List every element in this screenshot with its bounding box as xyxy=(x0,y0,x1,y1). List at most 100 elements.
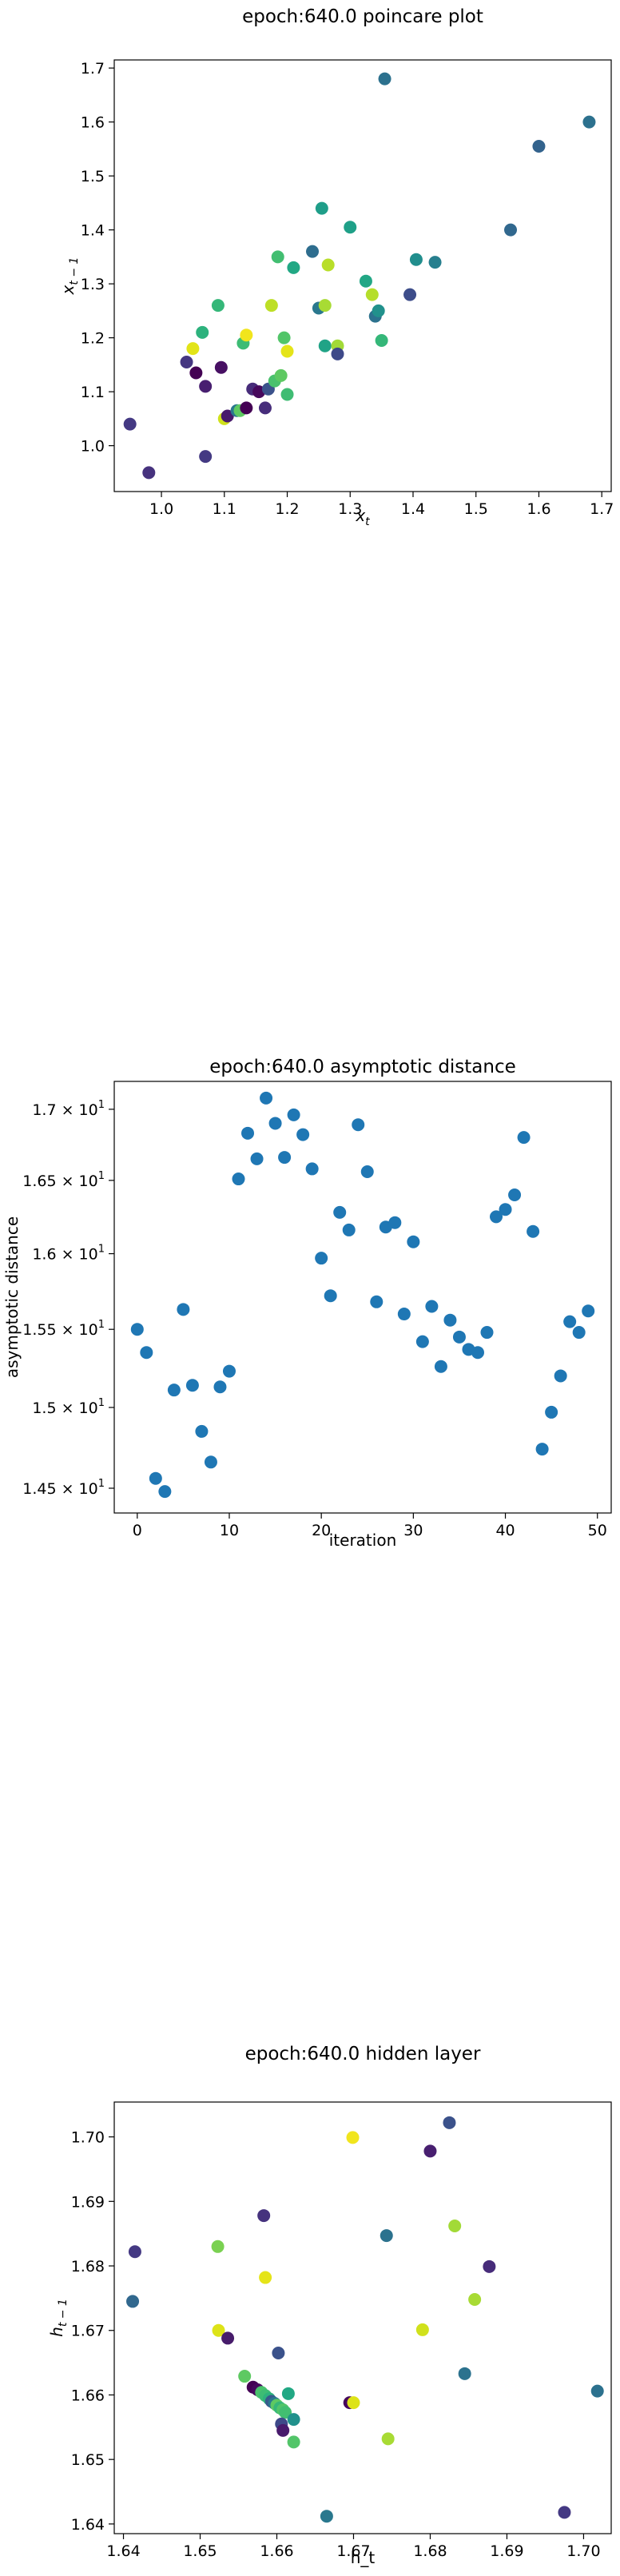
x-tick-label: 1.7 xyxy=(590,500,614,518)
y-tick-mantissa: 1.7 × 10 xyxy=(32,1101,97,1119)
scatter-point xyxy=(360,1165,374,1179)
scatter-point xyxy=(189,366,203,380)
y-tick-label: 1.0 xyxy=(81,438,105,456)
scatter-point xyxy=(180,356,193,368)
y-tick-label: 1.70 xyxy=(71,2129,105,2147)
scatter-point xyxy=(186,342,200,356)
y-tick-label: 1.4 xyxy=(81,222,105,240)
scatter-point xyxy=(140,1346,153,1360)
scatter-point xyxy=(388,1216,402,1229)
x-tick-label: 10 xyxy=(220,1522,239,1539)
scatter-point xyxy=(378,72,391,86)
y-tick-label: 1.7 xyxy=(81,60,105,78)
asymptotic-distance-points xyxy=(130,1091,595,1499)
scatter-point xyxy=(199,450,213,464)
scatter-point xyxy=(213,1380,227,1394)
scatter-point xyxy=(504,223,518,237)
y-tick-label: 1.69 xyxy=(71,2193,105,2211)
scatter-point xyxy=(272,2346,285,2359)
x-tick-label: 30 xyxy=(403,1522,423,1539)
poincare-plot-chart: epoch:640.0 poincare plot 1.0 1.1 1.2 1.3 1.… xyxy=(58,6,614,528)
x-tick-label: 1.1 xyxy=(213,500,236,518)
scatter-point xyxy=(232,1173,245,1186)
hidden-layer-ylabel: ht − 1 xyxy=(47,2299,70,2337)
scatter-point xyxy=(281,2387,295,2400)
scatter-point xyxy=(344,221,357,234)
y-tick-label: 1.1 xyxy=(81,384,105,401)
y-tick-label: 1.45 × 101 xyxy=(22,1478,105,1498)
x-tick-label: 1.69 xyxy=(490,2542,523,2560)
scatter-point xyxy=(149,1471,162,1485)
y-tick-label: 1.6 × 101 xyxy=(32,1244,105,1264)
hidden-layer-xlabel: h_t xyxy=(351,2548,376,2567)
scatter-point xyxy=(483,2259,496,2273)
scatter-point xyxy=(452,1330,466,1344)
scatter-point xyxy=(545,1405,558,1419)
hidden-layer-chart: epoch:640.0 hidden layer 1.64 1.65 1.66 1.6… xyxy=(47,2044,612,2567)
scatter-point xyxy=(158,1485,172,1499)
y-tick-mantissa: 1.45 × 10 xyxy=(22,1480,97,1498)
scatter-point xyxy=(320,2510,333,2523)
x-tick-label: 1.4 xyxy=(401,500,425,518)
y-tick-label: 1.3 xyxy=(81,276,105,293)
scatter-point xyxy=(365,288,379,301)
scatter-point xyxy=(490,1210,503,1224)
scatter-point xyxy=(508,1188,522,1201)
scatter-point xyxy=(185,1379,199,1392)
scatter-point xyxy=(324,1289,337,1303)
scatter-point xyxy=(590,2384,604,2398)
scatter-point xyxy=(425,1300,439,1313)
y-tick-label: 1.2 xyxy=(81,330,105,348)
hidden-layer-points xyxy=(126,2116,604,2523)
scatter-point xyxy=(480,1326,494,1340)
y-tick-exponent: 1 xyxy=(98,1397,105,1409)
y-tick-label: 1.5 xyxy=(81,168,105,185)
y-tick-label: 1.7 × 101 xyxy=(32,1099,105,1119)
scatter-point xyxy=(403,288,417,301)
scatter-point xyxy=(238,2370,252,2383)
x-tick-label: 50 xyxy=(588,1522,607,1539)
scatter-point xyxy=(471,1346,484,1360)
asymptotic-distance-ylabel: asymptotic distance xyxy=(2,1216,22,1378)
scatter-point xyxy=(415,2323,429,2336)
scatter-point xyxy=(177,1303,190,1316)
y-tick-exponent: 1 xyxy=(98,1244,105,1256)
scatter-point xyxy=(333,1205,347,1219)
scatter-point xyxy=(558,2506,571,2519)
scatter-point xyxy=(380,2229,393,2243)
asymptotic-distance-frame xyxy=(113,1081,612,1514)
y-tick-mantissa: 1.5 × 10 xyxy=(32,1399,97,1417)
scatter-point xyxy=(582,115,596,129)
scatter-point xyxy=(126,2295,140,2308)
x-tick-label: 1.66 xyxy=(260,2542,293,2560)
y-tick-label: 1.6 xyxy=(81,114,105,132)
asymptotic-distance-title: epoch:640.0 asymptotic distance xyxy=(209,1057,516,1077)
scatter-point xyxy=(346,2131,360,2144)
scatter-point xyxy=(372,304,385,317)
hidden-layer-xlabel-base: h_t xyxy=(351,2548,376,2567)
poincare-plot-title: epoch:640.0 poincare plot xyxy=(242,6,483,27)
y-tick-mantissa: 1.55 × 10 xyxy=(22,1321,97,1339)
x-tick-label: 1.5 xyxy=(464,500,488,518)
x-tick-label: 1.6 xyxy=(527,500,550,518)
scatter-point xyxy=(257,2209,271,2223)
y-tick-label: 1.67 xyxy=(71,2323,105,2340)
scatter-point xyxy=(130,1323,144,1336)
x-tick-label: 1.3 xyxy=(338,500,362,518)
poincare-plot-xlabel-base: xt xyxy=(355,506,370,528)
scatter-point xyxy=(199,380,213,393)
scatter-point xyxy=(415,1335,429,1348)
scatter-point xyxy=(211,299,225,313)
y-tick-text: 1.5 × 101 xyxy=(32,1397,105,1417)
asymptotic-distance-xlabel: iteration xyxy=(329,1531,397,1550)
scatter-point xyxy=(535,1443,549,1456)
scatter-point xyxy=(278,1151,292,1165)
scatter-point xyxy=(259,2271,272,2284)
scatter-point xyxy=(240,401,253,415)
scatter-point xyxy=(258,401,272,415)
scatter-point xyxy=(296,1128,310,1141)
x-tick-label: 1.64 xyxy=(106,2542,140,2560)
y-tick-mantissa: 1.6 × 10 xyxy=(32,1246,97,1264)
